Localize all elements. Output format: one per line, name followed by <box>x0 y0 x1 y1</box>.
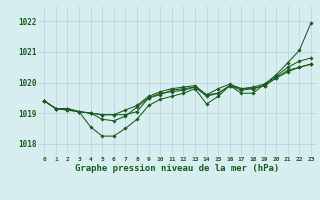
X-axis label: Graphe pression niveau de la mer (hPa): Graphe pression niveau de la mer (hPa) <box>76 164 280 173</box>
